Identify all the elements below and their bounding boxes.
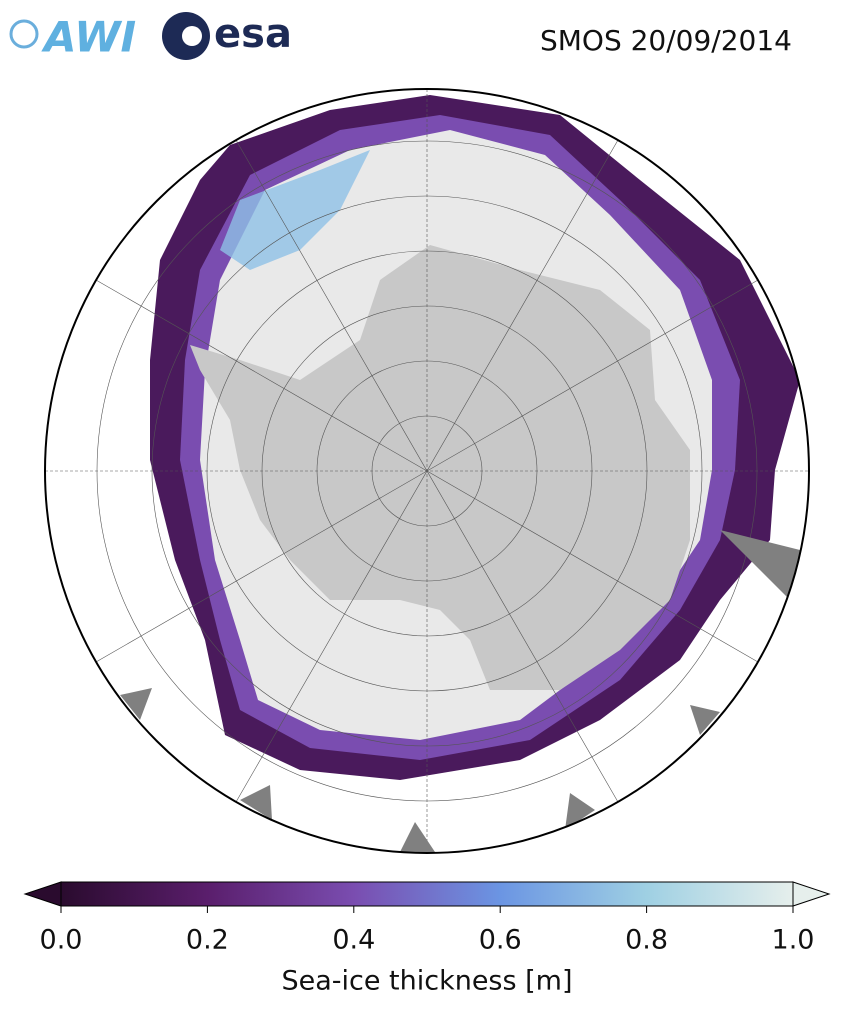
map-title: SMOS 20/09/2014: [540, 24, 792, 57]
map-boundary: [44, 88, 810, 854]
map: [45, 89, 809, 853]
colorbar: Sea-ice thickness [m] 0.0 0.2 0.4 0.6 0.8 1.0: [23, 881, 831, 997]
graticule: [45, 89, 809, 853]
awi-logo: AWI: [9, 13, 136, 62]
colorbar-frame: [60, 881, 794, 907]
colorbar-tick-label: 1.0: [772, 925, 815, 956]
colorbar-extend-high: [792, 881, 831, 907]
no-data: [720, 530, 800, 600]
colorbar-tick-label: 0.6: [479, 925, 522, 956]
colorbar-tick-label: 0.0: [40, 925, 83, 956]
awi-text: AWI: [41, 13, 136, 62]
colorbar-extend-low: [23, 881, 62, 907]
colorbar-tick-label: 0.8: [625, 925, 668, 956]
colorbar-tick-label: 0.4: [332, 925, 375, 956]
colorbar-gradient: [61, 882, 793, 906]
no-data: [120, 688, 720, 852]
esa-logo: esa: [162, 11, 292, 60]
colorbar-tick-label: 0.2: [186, 925, 229, 956]
colorbar-label: Sea-ice thickness [m]: [281, 966, 572, 997]
thick-ice-patch: [220, 150, 370, 270]
antarctica: [190, 245, 690, 690]
esa-text: esa: [214, 11, 292, 57]
